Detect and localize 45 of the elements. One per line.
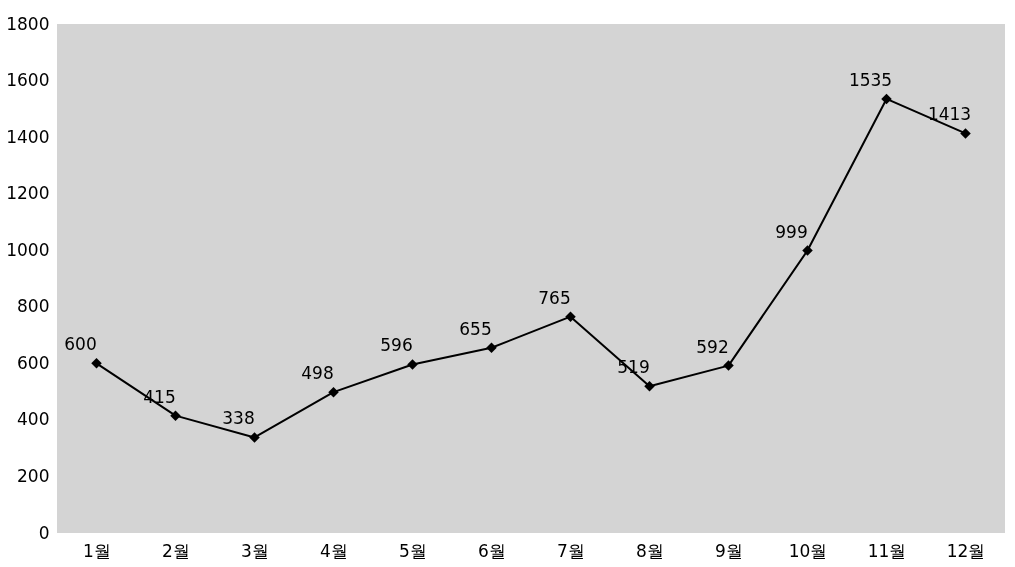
data-label: 338 <box>222 408 255 429</box>
x-tick-label: 8월 <box>636 540 664 561</box>
point <box>565 311 576 322</box>
x-tick-label: 3월 <box>241 540 269 561</box>
data-label: 655 <box>459 318 492 339</box>
x-tick-label: 6월 <box>478 540 506 561</box>
y-tick-label: 200 <box>17 465 50 486</box>
x-tick-label: 1월 <box>83 540 111 561</box>
x-tick-label: 2월 <box>162 540 190 561</box>
data-label: 600 <box>64 334 97 355</box>
y-tick-label: 1400 <box>6 126 50 147</box>
data-label: 1413 <box>927 104 972 125</box>
point <box>960 128 971 139</box>
x-tick-label: 7월 <box>557 540 585 561</box>
data-label: 1535 <box>848 69 893 90</box>
point <box>802 245 813 256</box>
y-tick-label: 400 <box>17 409 50 430</box>
point <box>170 410 181 421</box>
point <box>91 358 102 369</box>
data-label: 415 <box>143 386 176 407</box>
data-label: 592 <box>696 336 729 357</box>
data-label: 765 <box>538 287 571 308</box>
x-tick-label: 5월 <box>399 540 427 561</box>
y-tick-label: 1200 <box>6 183 50 204</box>
point <box>486 342 497 354</box>
point <box>723 360 734 371</box>
point <box>328 386 339 398</box>
point <box>881 93 892 105</box>
data-label: 999 <box>775 221 808 242</box>
y-tick-label: 1800 <box>6 13 50 34</box>
x-tick-label: 12월 <box>946 540 986 561</box>
y-tick-label: 0 <box>38 522 50 543</box>
point <box>644 380 655 392</box>
x-tick-label: 10월 <box>788 540 828 561</box>
point <box>249 432 260 443</box>
x-tick-label: 9월 <box>715 540 743 561</box>
x-tick-label: 4월 <box>320 540 348 561</box>
data-label: 498 <box>301 363 334 384</box>
y-tick-label: 1600 <box>6 70 50 91</box>
y-tick-label: 600 <box>17 352 50 373</box>
data-label: 596 <box>380 335 413 356</box>
x-tick-label: 11월 <box>867 540 907 561</box>
y-tick-label: 800 <box>17 296 50 317</box>
y-tick-label: 1000 <box>6 239 50 260</box>
point <box>407 359 418 370</box>
